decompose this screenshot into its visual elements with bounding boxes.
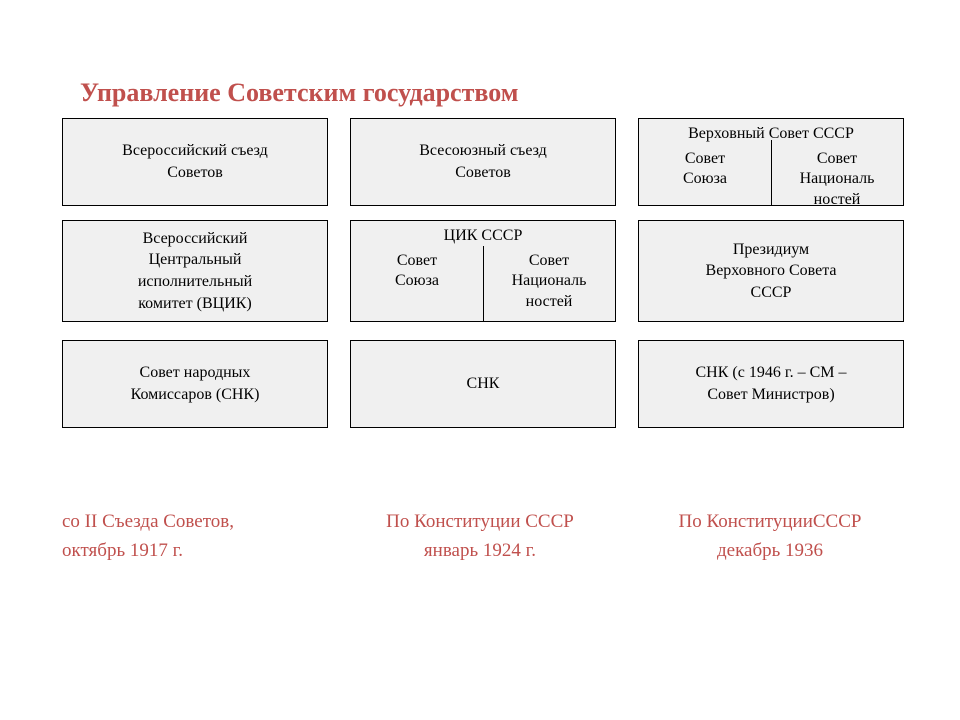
box-text: Советов [455, 162, 511, 184]
box-text: Совет Министров) [707, 384, 834, 406]
box-col0-row0: Всероссийский съезд Советов [62, 118, 328, 206]
box-text: Центральный [149, 249, 242, 271]
divider-col1-row1 [483, 246, 484, 322]
box-text: Всесоюзный съезд [419, 140, 547, 162]
caption-col2: По КонституцииСССР декабрь 1936 [620, 508, 920, 565]
box-text: Всероссийский съезд [122, 140, 268, 162]
box-text: исполнительный [138, 271, 252, 293]
divider-col2-row0 [771, 140, 772, 206]
caption-col1: По Конституции СССР январь 1924 г. [330, 508, 630, 565]
box-text: СССР [751, 282, 792, 304]
box-text: Всероссийский [143, 228, 248, 250]
box-text: Советов [167, 162, 223, 184]
box-text: СНК [467, 373, 500, 395]
box-col1-row2: СНК [350, 340, 616, 428]
box-col2-row1: Президиум Верховного Совета СССР [638, 220, 904, 322]
slide-title: Управление Советским государством [80, 78, 518, 108]
box-col0-row1: Всероссийский Центральный исполнительный… [62, 220, 328, 322]
box-text: СНК (с 1946 г. – СМ – [696, 362, 847, 384]
box-left: Совет Союза [639, 147, 771, 213]
box-text: Комиссаров (СНК) [131, 384, 260, 406]
box-right: Совет Националь ностей [483, 249, 615, 315]
box-text: Совет народных [140, 362, 251, 384]
box-col2-row2: СНК (с 1946 г. – СМ – Совет Министров) [638, 340, 904, 428]
caption-col0: со II Съезда Советов, октябрь 1917 г. [62, 508, 342, 565]
box-text: Президиум [733, 239, 809, 261]
box-left: Совет Союза [351, 249, 483, 315]
box-col0-row2: Совет народных Комиссаров (СНК) [62, 340, 328, 428]
box-right: Совет Националь ностей [771, 147, 903, 213]
box-text: комитет (ВЦИК) [138, 293, 252, 315]
box-text: Верховного Совета [706, 260, 837, 282]
box-col1-row0: Всесоюзный съезд Советов [350, 118, 616, 206]
